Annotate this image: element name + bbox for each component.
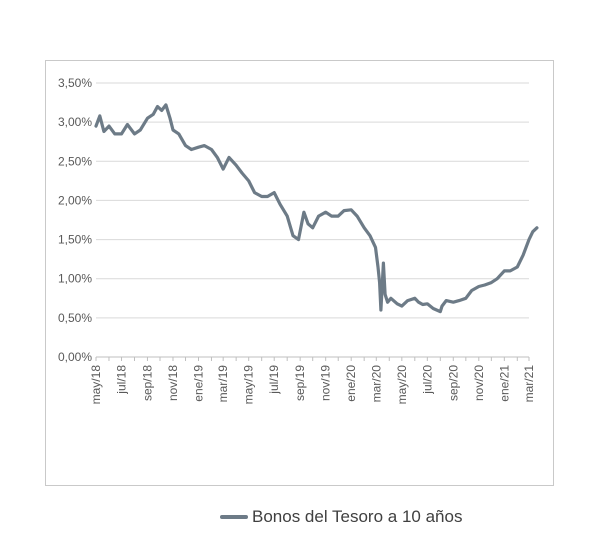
axes (95, 356, 530, 361)
legend: Bonos del Tesoro a 10 años (220, 505, 462, 529)
x-tick-label: jul/18 (115, 365, 129, 395)
x-tick-label: ene/20 (344, 365, 358, 402)
legend-swatch (220, 515, 248, 519)
x-tick-label: sep/18 (140, 365, 154, 401)
x-tick-label: nov/18 (166, 365, 180, 401)
x-tick-label: mar/19 (216, 365, 230, 403)
x-tick-label: nov/19 (319, 365, 333, 401)
x-tick-label: ene/19 (191, 365, 205, 402)
y-tick-label: 1,00% (58, 272, 92, 286)
y-tick-label: 0,00% (58, 350, 92, 364)
chart-frame: 0,00% 0,50% 1,00% 1,50% 2,00% 2,50% 3,00% 3,50%… (45, 60, 554, 526)
x-axis-tick-labels: may/18 jul/18 sep/18 nov/18 ene/19 mar/19 may/… (89, 365, 536, 405)
y-axis-tick-labels: 0,00% 0,50% 1,00% 1,50% 2,00% 2,50% 3,00% 3,50% (58, 76, 92, 364)
y-tick-label: 3,00% (58, 115, 92, 129)
y-tick-label: 2,00% (58, 193, 92, 207)
x-tick-label: mar/20 (369, 365, 383, 403)
y-tick-label: 1,50% (58, 233, 92, 247)
x-tick-label: sep/19 (293, 365, 307, 401)
x-tick-label: ene/21 (497, 365, 511, 402)
x-tick-label: may/19 (242, 365, 256, 405)
x-tick-label: sep/20 (446, 365, 460, 401)
x-tick-label: jul/19 (267, 365, 281, 395)
x-tick-label: mar/21 (522, 365, 536, 403)
x-tick-label: jul/20 (420, 365, 434, 395)
x-tick-label: may/18 (89, 365, 103, 405)
y-tick-label: 3,50% (58, 76, 92, 90)
y-tick-label: 0,50% (58, 311, 92, 325)
gridlines (96, 82, 529, 319)
line-chart: 0,00% 0,50% 1,00% 1,50% 2,00% 2,50% 3,00% 3,50%… (58, 76, 539, 405)
y-tick-label: 2,50% (58, 154, 92, 168)
x-tick-label: may/20 (395, 365, 409, 405)
series-line (94, 103, 539, 314)
x-tick-label: nov/20 (472, 365, 486, 401)
series-layer (94, 103, 539, 314)
legend-label: Bonos del Tesoro a 10 años (252, 507, 463, 526)
